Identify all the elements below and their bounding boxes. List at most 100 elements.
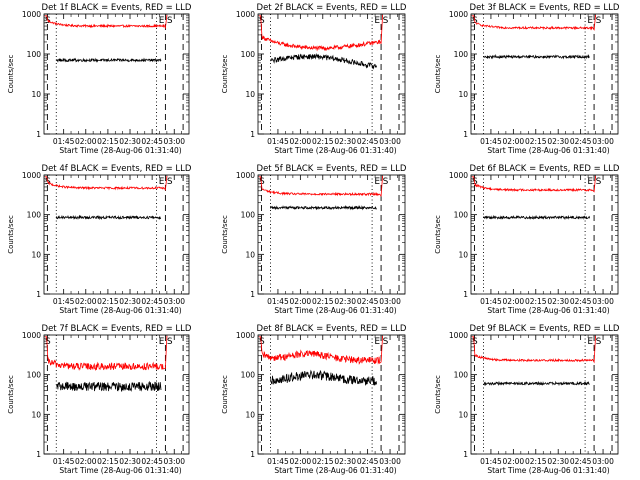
series-lld-line: [44, 175, 168, 191]
plot-frame: [43, 174, 190, 295]
series-events-line: [483, 214, 590, 220]
x-tick-label: 02:15: [312, 137, 334, 146]
x-tick-label: 02:45: [357, 457, 379, 466]
marker-s-label: S: [383, 16, 389, 26]
x-tick-label: 01:45: [53, 137, 75, 146]
x-tick-label: 01:45: [53, 457, 75, 466]
x-tick-label: 02:00: [290, 457, 312, 466]
y-tick-label: 10: [245, 90, 255, 99]
x-tick-label: 02:15: [312, 457, 334, 466]
x-tick-label: 01:45: [53, 297, 75, 306]
plot-frame: [43, 13, 190, 135]
series-events-line: [56, 380, 162, 392]
series-events-line: [270, 53, 377, 70]
x-tick-label: 02:30: [119, 297, 141, 306]
marker-e-label: E: [587, 177, 593, 187]
x-tick-label: 02:00: [75, 457, 97, 466]
y-tick-label: 100: [27, 371, 42, 380]
panel-det-9: Det 9f BLACK = Events, RED = LLD Counts/s…: [434, 324, 620, 475]
x-axis-label: Start Time (28-Aug-06 01:31:40): [487, 306, 609, 315]
y-tick-label: 1000: [22, 331, 41, 340]
x-axis-label: Start Time (28-Aug-06 01:31:40): [274, 146, 396, 155]
x-axis-label: Start Time (28-Aug-06 01:31:40): [59, 466, 181, 475]
y-tick-label: 10: [458, 90, 468, 99]
marker-e-label: E: [159, 337, 165, 347]
y-tick-label: 100: [241, 50, 256, 59]
marker-s-label-left: S: [259, 177, 265, 187]
y-tick-label: 1000: [449, 10, 468, 19]
marker-s-label: S: [167, 177, 173, 187]
marker-s-label: S: [383, 337, 389, 347]
marker-s-label-left: S: [45, 337, 51, 347]
x-tick-label: 03:00: [379, 297, 401, 306]
y-tick-label: 1000: [449, 331, 468, 340]
x-tick-label: 01:45: [267, 457, 289, 466]
y-tick-label: 1: [250, 290, 255, 299]
y-axis-label: Counts/sec: [434, 375, 442, 414]
x-axis-label: Start Time (28-Aug-06 01:31:40): [487, 146, 609, 155]
panel-title: Det 6f BLACK = Events, RED = LLD: [470, 164, 620, 174]
marker-s-label-left: S: [259, 337, 265, 347]
panel-title: Det 8f BLACK = Events, RED = LLD: [257, 324, 407, 334]
x-tick-label: 02:30: [547, 297, 569, 306]
panel-det-8: Det 8f BLACK = Events, RED = LLD Counts/s…: [221, 324, 407, 475]
y-axis-label: Counts/sec: [7, 215, 15, 254]
x-tick-label: 02:45: [570, 137, 592, 146]
y-tick-label: 10: [458, 410, 468, 419]
panel-title: Det 2f BLACK = Events, RED = LLD: [257, 3, 407, 13]
y-tick-label: 10: [31, 90, 41, 99]
series-lld-line: [258, 14, 383, 52]
x-tick-label: 03:00: [163, 457, 185, 466]
y-tick-label: 1: [36, 450, 41, 459]
x-axis-label: Start Time (28-Aug-06 01:31:40): [487, 466, 609, 475]
marker-s-label-left: S: [472, 177, 478, 187]
series-events-line: [270, 369, 377, 386]
y-tick-label: 1000: [236, 171, 255, 180]
y-axis-label: Counts/sec: [7, 55, 15, 94]
y-tick-label: 1000: [236, 331, 255, 340]
panel-det-6: Det 6f BLACK = Events, RED = LLD Counts/s…: [434, 164, 620, 315]
plot-frame: [257, 13, 406, 135]
x-tick-label: 02:15: [97, 137, 119, 146]
plot-frame: [470, 174, 619, 295]
x-tick-label: 02:45: [141, 457, 163, 466]
x-tick-label: 02:00: [503, 137, 525, 146]
y-tick-label: 10: [31, 410, 41, 419]
x-tick-label: 03:00: [163, 297, 185, 306]
x-tick-label: 02:45: [357, 137, 379, 146]
x-tick-label: 02:30: [547, 137, 569, 146]
x-tick-label: 03:00: [379, 137, 401, 146]
panel-title: Det 5f BLACK = Events, RED = LLD: [257, 164, 407, 174]
y-axis-label: Counts/sec: [221, 55, 229, 94]
x-tick-label: 02:30: [334, 457, 356, 466]
x-tick-label: 02:45: [570, 457, 592, 466]
y-axis-label: Counts/sec: [434, 215, 442, 254]
x-tick-label: 02:45: [357, 297, 379, 306]
series-lld-line: [258, 175, 383, 197]
x-tick-label: 03:00: [379, 457, 401, 466]
y-tick-label: 10: [245, 250, 255, 259]
x-tick-label: 02:00: [75, 297, 97, 306]
panel-det-1: Det 1f BLACK = Events, RED = LLD Counts/s…: [7, 3, 192, 155]
panel-title: Det 9f BLACK = Events, RED = LLD: [470, 324, 620, 334]
y-tick-label: 1: [463, 450, 468, 459]
y-tick-label: 100: [454, 371, 469, 380]
series-lld-line: [258, 335, 383, 365]
x-tick-label: 02:30: [119, 137, 141, 146]
marker-s-label: S: [167, 16, 173, 26]
series-lld-line: [471, 335, 596, 364]
marker-e-label: E: [587, 337, 593, 347]
y-tick-label: 1: [36, 290, 41, 299]
marker-e-label: E: [587, 16, 593, 26]
x-tick-label: 02:30: [119, 457, 141, 466]
x-tick-label: 01:45: [480, 297, 502, 306]
marker-s-label: S: [596, 177, 602, 187]
x-tick-label: 02:30: [334, 137, 356, 146]
plot-frame: [470, 13, 619, 135]
marker-s-label: S: [596, 16, 602, 26]
x-tick-label: 03:00: [592, 297, 614, 306]
panel-det-2: Det 2f BLACK = Events, RED = LLD Counts/s…: [221, 3, 407, 155]
y-tick-label: 100: [241, 211, 256, 220]
marker-e-label: E: [159, 16, 165, 26]
x-axis-label: Start Time (28-Aug-06 01:31:40): [274, 306, 396, 315]
